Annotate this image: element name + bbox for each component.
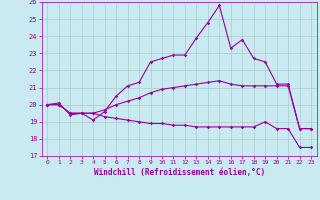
- X-axis label: Windchill (Refroidissement éolien,°C): Windchill (Refroidissement éolien,°C): [94, 168, 265, 177]
